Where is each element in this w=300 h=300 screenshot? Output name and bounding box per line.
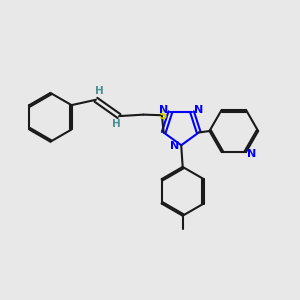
Text: H: H	[95, 86, 104, 96]
Text: S: S	[158, 109, 166, 122]
Text: H: H	[112, 119, 121, 129]
Text: N: N	[194, 105, 203, 115]
Text: N: N	[159, 105, 169, 115]
Text: N: N	[247, 148, 256, 159]
Text: N: N	[170, 141, 179, 151]
